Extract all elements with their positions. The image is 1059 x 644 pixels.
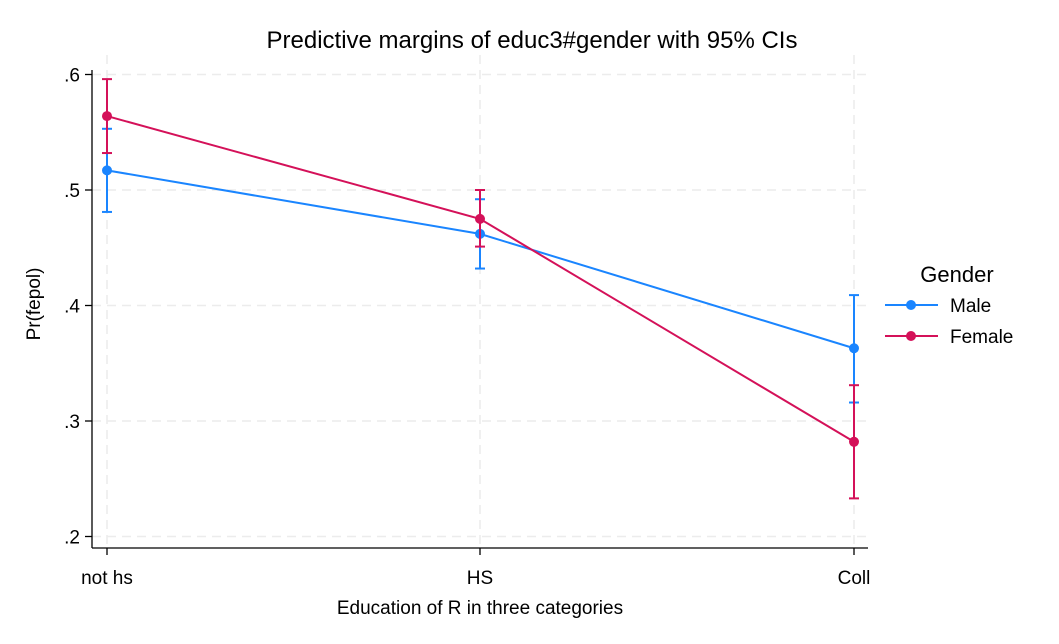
legend-marker	[906, 300, 916, 310]
axes: .2 .3 .4 .5 .6 not hs HS Coll	[64, 66, 870, 590]
legend-item-male: Male	[885, 296, 991, 317]
chart-title: Predictive margins of educ3#gender with …	[267, 27, 798, 54]
legend-label: Male	[950, 296, 991, 317]
data-point	[849, 343, 859, 354]
legend-marker	[906, 331, 916, 341]
y-tick-label: .5	[64, 181, 80, 202]
x-tick-label: not hs	[81, 568, 133, 589]
series-female	[102, 78, 859, 500]
x-tick-label: Coll	[838, 568, 871, 589]
legend: Gender Male Female	[885, 262, 1013, 348]
legend-label: Female	[950, 327, 1013, 348]
y-tick-label: .6	[64, 66, 80, 87]
x-axis-title: Education of R in three categories	[337, 598, 623, 619]
legend-items: Male Female	[885, 296, 1013, 348]
y-tick-label: .4	[64, 297, 80, 318]
gridlines	[92, 55, 868, 548]
data-point	[475, 213, 485, 224]
legend-title: Gender	[920, 262, 993, 287]
y-tick-label: .2	[64, 528, 80, 549]
y-axis-title: Pr(fepol)	[24, 268, 45, 341]
data-point	[849, 436, 859, 447]
data-point	[102, 111, 112, 122]
plot-area: .2 .3 .4 .5 .6 not hs HS Coll	[64, 55, 870, 589]
series-layer	[102, 78, 859, 500]
data-point	[102, 165, 112, 176]
x-tick-label: HS	[467, 568, 493, 589]
y-tick-label: .3	[64, 412, 80, 433]
legend-item-female: Female	[885, 327, 1013, 348]
